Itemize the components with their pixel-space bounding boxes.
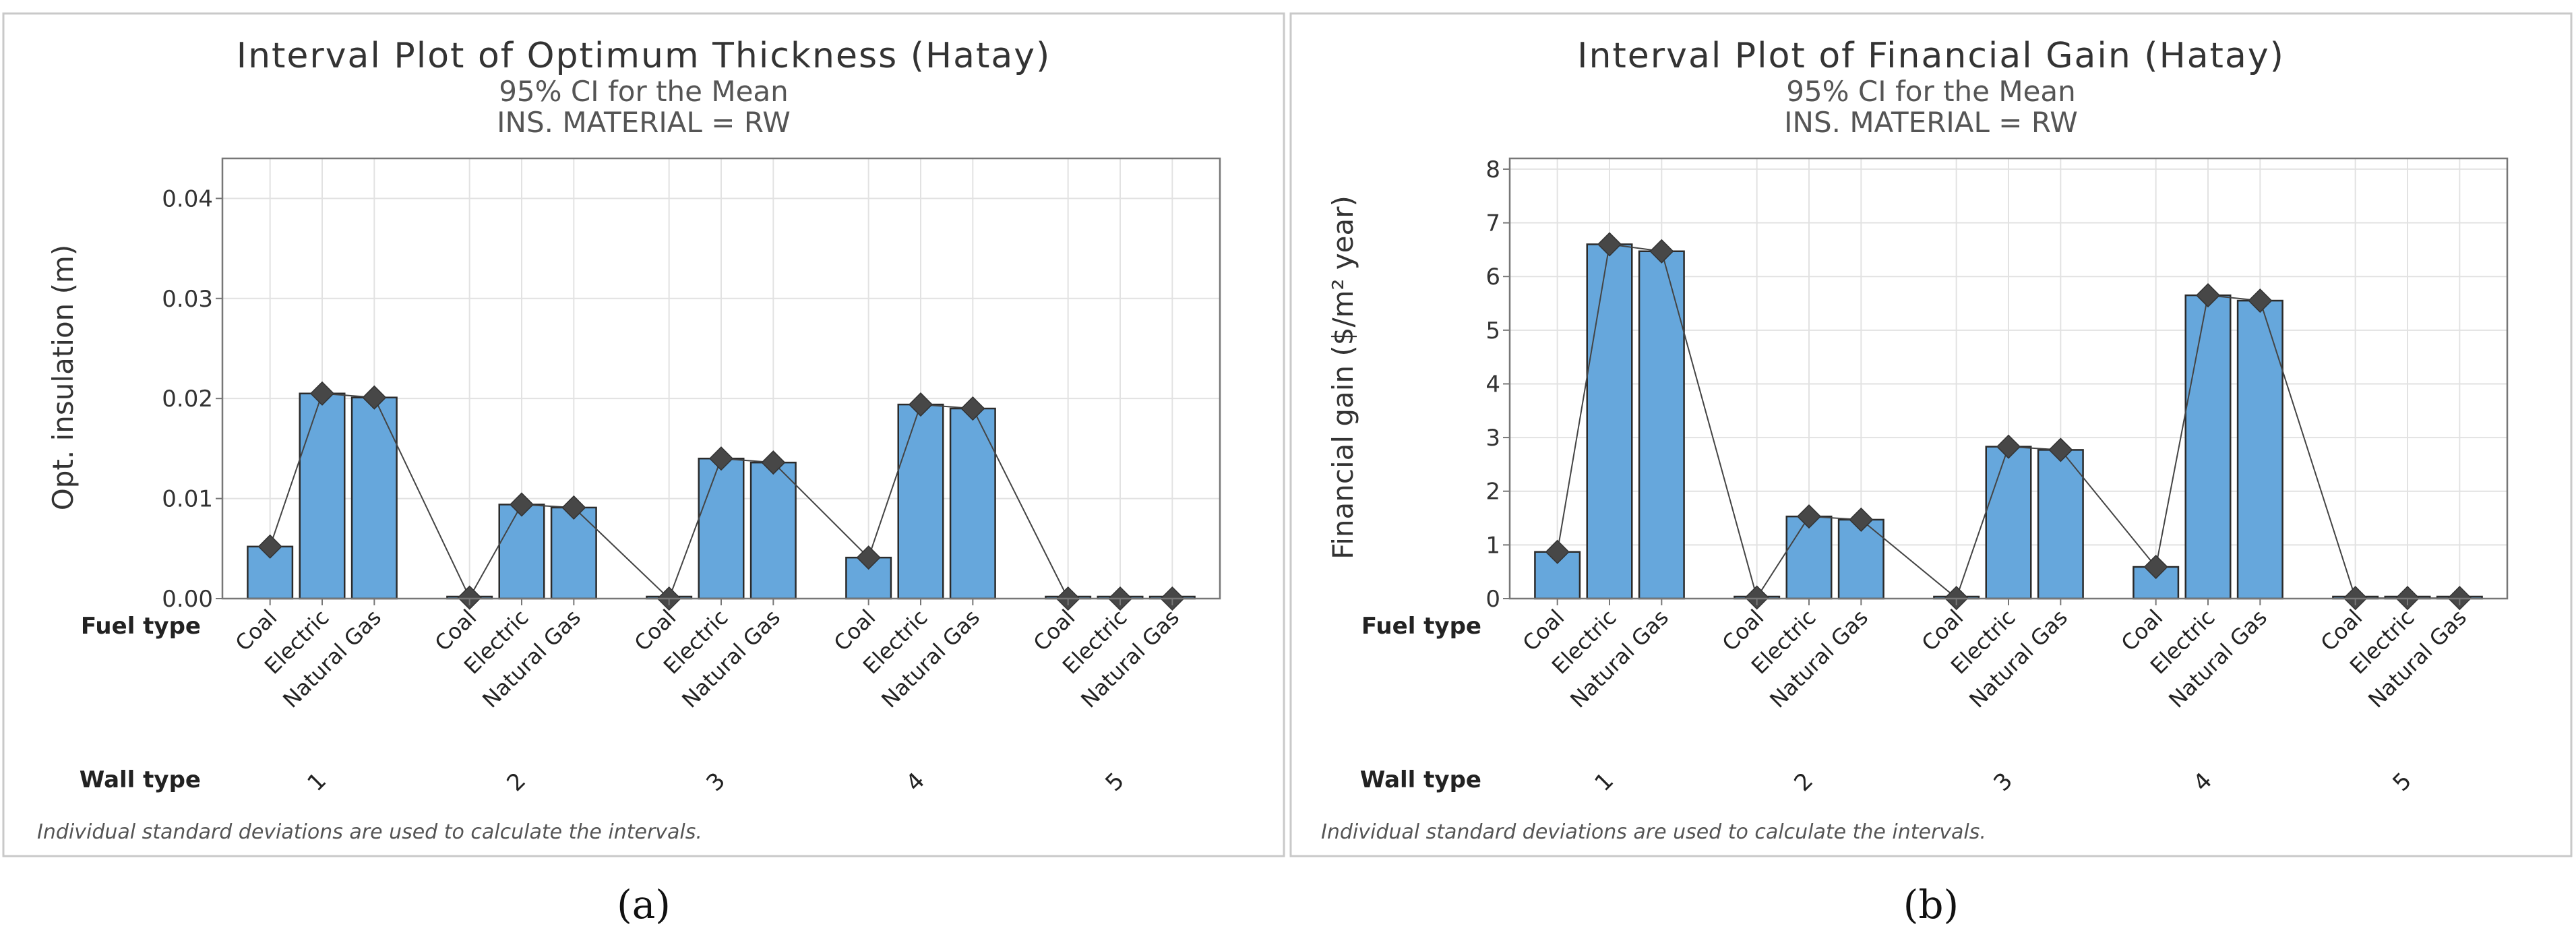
y-axis-label: Financial gain ($/m² year) <box>1326 195 1359 559</box>
chart-subtitle-2: INS. MATERIAL = RW <box>1784 106 2078 139</box>
chart-subtitle-2: INS. MATERIAL = RW <box>497 106 791 139</box>
mean-marker <box>1996 434 2021 459</box>
mean-marker <box>2143 554 2168 580</box>
y-tick-label: 0.03 <box>162 286 213 313</box>
mean-marker <box>2048 437 2073 462</box>
y-axis-label: Opt. insulation (m) <box>47 245 80 511</box>
mean-marker <box>856 545 881 570</box>
bar <box>749 461 797 600</box>
chart-title: Interval Plot of Financial Gain (Hatay) <box>1577 36 2285 76</box>
y-tick-label: 5 <box>1485 317 1500 344</box>
mean-marker <box>2195 283 2221 308</box>
mean-marker <box>1597 232 1622 257</box>
chart-title: Interval Plot of Optimum Thickness (Hata… <box>237 36 1051 76</box>
y-tick-label: 7 <box>1485 210 1500 237</box>
mean-marker <box>362 385 387 410</box>
bar <box>2236 299 2283 600</box>
mean-marker <box>257 534 282 559</box>
bar <box>1785 515 1833 600</box>
y-tick-label: 0.01 <box>162 486 213 513</box>
y-tick-label: 0.04 <box>162 185 213 212</box>
bar <box>2037 449 2084 600</box>
bar <box>897 403 944 600</box>
bar <box>299 392 346 600</box>
bar <box>1638 250 1685 600</box>
bar <box>949 407 996 600</box>
mean-marker <box>1849 507 1874 532</box>
wall-type-label: Wall type <box>80 766 201 793</box>
y-tick-label: 0.02 <box>162 386 213 413</box>
fuel-type-label: Fuel type <box>1361 613 1481 640</box>
bar <box>550 506 597 600</box>
chart-panel-a: Interval Plot of Optimum Thickness (Hata… <box>2 12 1285 857</box>
footnote: Individual standard deviations are used … <box>1321 820 1986 844</box>
footnote: Individual standard deviations are used … <box>37 820 702 844</box>
bar <box>498 504 545 600</box>
mean-marker <box>1744 585 1769 610</box>
fuel-type-label: Fuel type <box>81 613 201 640</box>
mean-marker <box>2248 288 2273 313</box>
chart-subtitle: 95% CI for the Mean <box>499 75 789 108</box>
wall-type-label: Wall type <box>1360 766 1481 793</box>
mean-marker <box>309 381 335 406</box>
y-tick-label: 8 <box>1485 156 1500 183</box>
panel-label-a: (a) <box>617 882 671 928</box>
y-tick-label: 4 <box>1485 371 1500 398</box>
bar <box>2184 294 2232 600</box>
y-tick-label: 3 <box>1485 425 1500 452</box>
mean-marker <box>960 396 985 421</box>
y-tick-label: 2 <box>1485 479 1500 506</box>
bar <box>1985 446 2032 600</box>
mean-marker <box>1649 239 1674 264</box>
mean-marker <box>561 495 586 520</box>
mean-marker <box>1545 539 1570 564</box>
y-tick-label: 1 <box>1485 532 1500 559</box>
mean-marker <box>908 392 933 417</box>
bar <box>350 396 398 600</box>
mean-marker <box>761 450 786 475</box>
plot-area: 0.000.010.020.030.04CoalElectricNatural … <box>162 157 1221 797</box>
mean-marker <box>509 492 534 517</box>
mean-marker <box>1796 504 1822 529</box>
panel-label-b: (b) <box>1903 882 1959 928</box>
y-tick-label: 6 <box>1485 264 1500 291</box>
mean-marker <box>457 585 482 610</box>
y-tick-label: 0.00 <box>162 586 213 613</box>
chart-panel-b: Interval Plot of Financial Gain (Hatay) … <box>1289 12 2573 857</box>
chart-subtitle: 95% CI for the Mean <box>1786 75 2076 108</box>
bar <box>1586 243 1633 600</box>
mean-marker <box>708 446 734 471</box>
bar <box>698 457 745 600</box>
y-tick-label: 0 <box>1485 586 1500 613</box>
